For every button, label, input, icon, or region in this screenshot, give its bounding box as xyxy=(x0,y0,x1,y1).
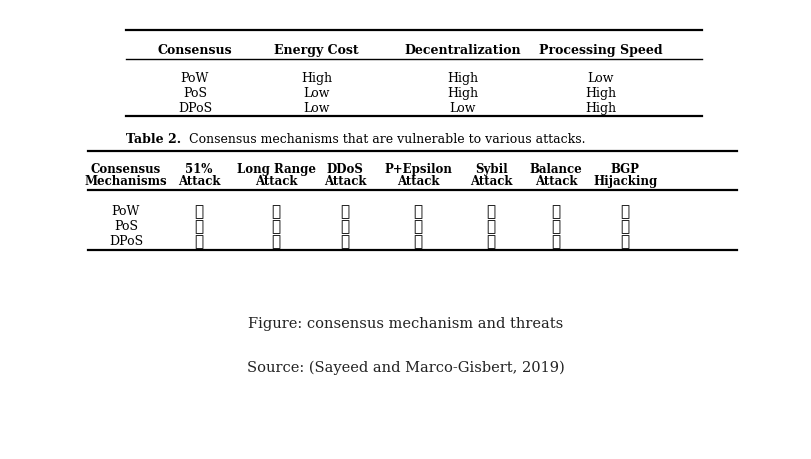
Text: High: High xyxy=(301,72,332,85)
Text: Attack: Attack xyxy=(324,175,366,188)
Text: Attack: Attack xyxy=(255,175,297,188)
Text: ✓: ✓ xyxy=(194,220,204,235)
Text: Hijacking: Hijacking xyxy=(592,175,657,188)
Text: ✓: ✓ xyxy=(413,205,423,219)
Text: Low: Low xyxy=(449,102,475,115)
Text: ✓: ✓ xyxy=(486,205,496,219)
Text: Sybil: Sybil xyxy=(474,163,507,176)
Text: Figure: consensus mechanism and threats: Figure: consensus mechanism and threats xyxy=(248,317,563,331)
Text: Low: Low xyxy=(303,87,329,100)
Text: Low: Low xyxy=(587,72,613,85)
Text: Source: (Sayeed and Marco-Gisbert, 2019): Source: (Sayeed and Marco-Gisbert, 2019) xyxy=(247,360,564,375)
Text: ✓: ✓ xyxy=(271,220,281,235)
Text: ✓: ✓ xyxy=(194,205,204,219)
Text: ✓: ✓ xyxy=(486,235,496,250)
Text: Attack: Attack xyxy=(397,175,439,188)
Text: Processing Speed: Processing Speed xyxy=(539,44,662,56)
Text: 51%: 51% xyxy=(185,163,212,176)
Text: PoW: PoW xyxy=(181,72,208,85)
Text: DPoS: DPoS xyxy=(109,235,143,248)
Text: Mechanisms: Mechanisms xyxy=(84,175,167,188)
Text: DDoS: DDoS xyxy=(326,163,363,176)
Text: ✓: ✓ xyxy=(551,205,560,219)
Text: P+Epsilon: P+Epsilon xyxy=(384,163,452,176)
Text: Low: Low xyxy=(303,102,329,115)
Text: BGP: BGP xyxy=(610,163,639,176)
Text: ✗: ✗ xyxy=(551,220,560,235)
Text: Attack: Attack xyxy=(178,175,220,188)
Text: High: High xyxy=(585,87,616,100)
Text: Attack: Attack xyxy=(470,175,512,188)
Text: Table 2.: Table 2. xyxy=(126,133,181,146)
Text: Consensus: Consensus xyxy=(91,163,161,176)
Text: Attack: Attack xyxy=(534,175,577,188)
Text: ✓: ✓ xyxy=(551,235,560,250)
Text: PoS: PoS xyxy=(114,220,138,233)
Text: High: High xyxy=(447,87,478,100)
Text: ✓: ✓ xyxy=(620,205,629,219)
Text: ✓: ✓ xyxy=(271,235,281,250)
Text: Consensus: Consensus xyxy=(157,44,232,56)
Text: ✗: ✗ xyxy=(620,235,629,250)
Text: DPoS: DPoS xyxy=(178,102,212,115)
Text: ✗: ✗ xyxy=(620,220,629,235)
Text: High: High xyxy=(585,102,616,115)
Text: ✓: ✓ xyxy=(340,205,350,219)
Text: ✓: ✓ xyxy=(340,235,350,250)
Text: ✗: ✗ xyxy=(271,205,281,219)
Text: ✓: ✓ xyxy=(340,220,350,235)
Text: Energy Cost: Energy Cost xyxy=(274,44,358,56)
Text: Long Range: Long Range xyxy=(236,163,315,176)
Text: High: High xyxy=(447,72,478,85)
Text: ✓: ✓ xyxy=(194,235,204,250)
Text: Consensus mechanisms that are vulnerable to various attacks.: Consensus mechanisms that are vulnerable… xyxy=(185,133,585,146)
Text: Balance: Balance xyxy=(530,163,581,176)
Text: ✓: ✓ xyxy=(413,235,423,250)
Text: Decentralization: Decentralization xyxy=(404,44,521,56)
Text: PoS: PoS xyxy=(182,87,207,100)
Text: ✗: ✗ xyxy=(413,220,423,235)
Text: PoW: PoW xyxy=(112,205,139,218)
Text: ✓: ✓ xyxy=(486,220,496,235)
